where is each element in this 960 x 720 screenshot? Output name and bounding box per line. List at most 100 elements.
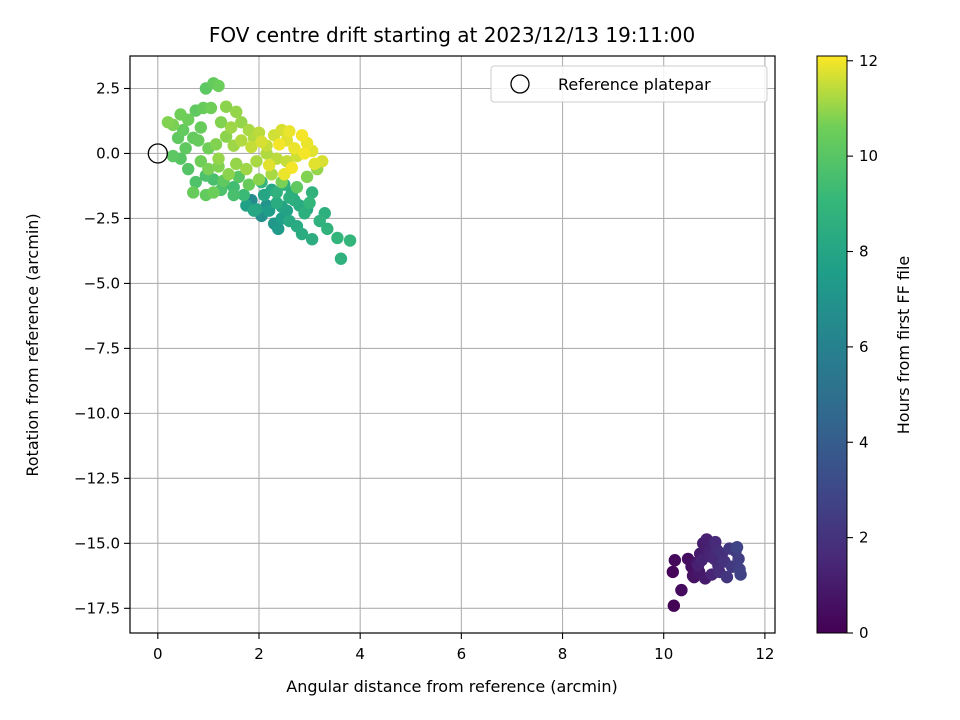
data-point <box>262 158 276 172</box>
data-point <box>230 157 243 171</box>
data-point <box>242 178 256 191</box>
reference-point <box>147 143 168 164</box>
data-point <box>334 252 348 265</box>
x-tick-label: 4 <box>355 645 365 663</box>
data-point <box>176 123 190 137</box>
data-point <box>187 186 200 199</box>
data-point <box>174 108 187 121</box>
data-point <box>224 121 238 134</box>
data-point <box>161 116 175 129</box>
data-point <box>262 204 276 217</box>
x-tick-label: 6 <box>457 645 467 663</box>
data-point <box>227 188 240 202</box>
colorbar-tick-label: 0 <box>859 624 869 642</box>
data-point <box>283 191 296 204</box>
data-point <box>331 231 344 245</box>
data-point <box>252 173 266 186</box>
data-point <box>204 101 218 115</box>
data-point <box>283 125 296 138</box>
data-point <box>730 541 744 554</box>
data-point <box>298 147 311 160</box>
data-point <box>235 134 248 147</box>
data-point <box>732 552 745 566</box>
data-point <box>250 155 263 168</box>
data-point <box>255 135 268 148</box>
colorbar-tick-label: 12 <box>859 52 878 70</box>
data-point <box>270 186 283 199</box>
colorbar-tick-label: 4 <box>859 433 869 451</box>
data-point <box>214 116 228 129</box>
colorbar-ticks: 0 2 4 6 8 10 12 <box>847 52 878 642</box>
data-point <box>230 105 243 119</box>
data-point <box>305 186 319 199</box>
data-point <box>247 204 261 217</box>
data-point <box>273 138 286 151</box>
data-point <box>194 155 208 168</box>
data-points <box>161 77 747 612</box>
data-point <box>303 196 316 210</box>
y-tick-label: −7.5 <box>84 339 120 357</box>
data-point <box>235 116 248 129</box>
y-tick-label: −2.5 <box>84 209 120 227</box>
data-point <box>270 196 283 210</box>
colorbar-tick-label: 8 <box>859 243 869 261</box>
plot-frame <box>129 55 776 634</box>
data-point <box>272 222 285 236</box>
data-point <box>295 227 309 241</box>
data-point <box>308 157 321 171</box>
x-tick-label: 2 <box>254 645 264 663</box>
colorbar-tick-label: 6 <box>859 338 869 356</box>
data-point <box>192 134 205 147</box>
data-point <box>720 570 734 584</box>
data-point <box>212 79 225 93</box>
data-point <box>666 565 680 579</box>
data-point <box>189 175 202 189</box>
legend-marker-icon <box>510 74 530 94</box>
colorbar-tick-label: 2 <box>859 529 869 547</box>
data-point <box>219 100 233 113</box>
data-point <box>237 188 251 202</box>
data-point <box>219 130 233 143</box>
legend-entry-label: Reference platepar <box>558 75 711 94</box>
data-point <box>202 162 215 176</box>
data-point <box>290 181 304 194</box>
data-point <box>209 138 223 151</box>
reference-platepar-marker <box>147 143 168 164</box>
data-point <box>295 129 309 142</box>
legend-box <box>490 65 768 103</box>
data-point <box>179 142 192 155</box>
x-tick-label: 12 <box>755 645 774 663</box>
chart-title: FOV centre drift starting at 2023/12/13 … <box>209 23 695 47</box>
colorbar-label: Hours from first FF file <box>894 256 913 435</box>
y-tick-label: −5.0 <box>84 274 120 292</box>
data-point <box>222 168 235 181</box>
data-point <box>321 222 334 236</box>
data-point <box>343 234 357 247</box>
x-axis-ticks: 0 2 4 6 8 10 12 <box>153 633 774 663</box>
legend: Reference platepar <box>490 65 768 103</box>
grid <box>130 56 775 633</box>
y-tick-label: 0.0 <box>96 144 120 162</box>
data-point <box>298 207 311 220</box>
y-tick-label: −10.0 <box>74 404 120 422</box>
data-point <box>668 554 682 567</box>
x-tick-label: 10 <box>654 645 673 663</box>
data-point <box>232 170 245 184</box>
data-point <box>194 121 208 134</box>
y-tick-label: −17.5 <box>74 599 120 617</box>
x-axis-label: Angular distance from reference (arcmin) <box>286 677 617 696</box>
data-point <box>212 152 225 165</box>
data-point <box>207 186 220 199</box>
data-point <box>300 170 314 184</box>
y-tick-label: −15.0 <box>74 534 120 552</box>
y-axis-ticks: 2.5 0.0 −2.5 −5.0 −7.5 −10.0 −12.5 −15.0 −17.5 <box>74 79 130 617</box>
data-point <box>285 161 299 174</box>
x-tick-label: 8 <box>558 645 568 663</box>
colorbar-tick-label: 10 <box>859 147 878 165</box>
data-point <box>675 583 688 597</box>
data-point <box>313 214 326 228</box>
data-point <box>305 233 319 246</box>
colorbar: 0 2 4 6 8 10 12 Hours from first FF file <box>816 52 913 642</box>
y-tick-label: 2.5 <box>96 79 120 97</box>
y-axis-label: Rotation from reference (arcmin) <box>23 213 42 476</box>
